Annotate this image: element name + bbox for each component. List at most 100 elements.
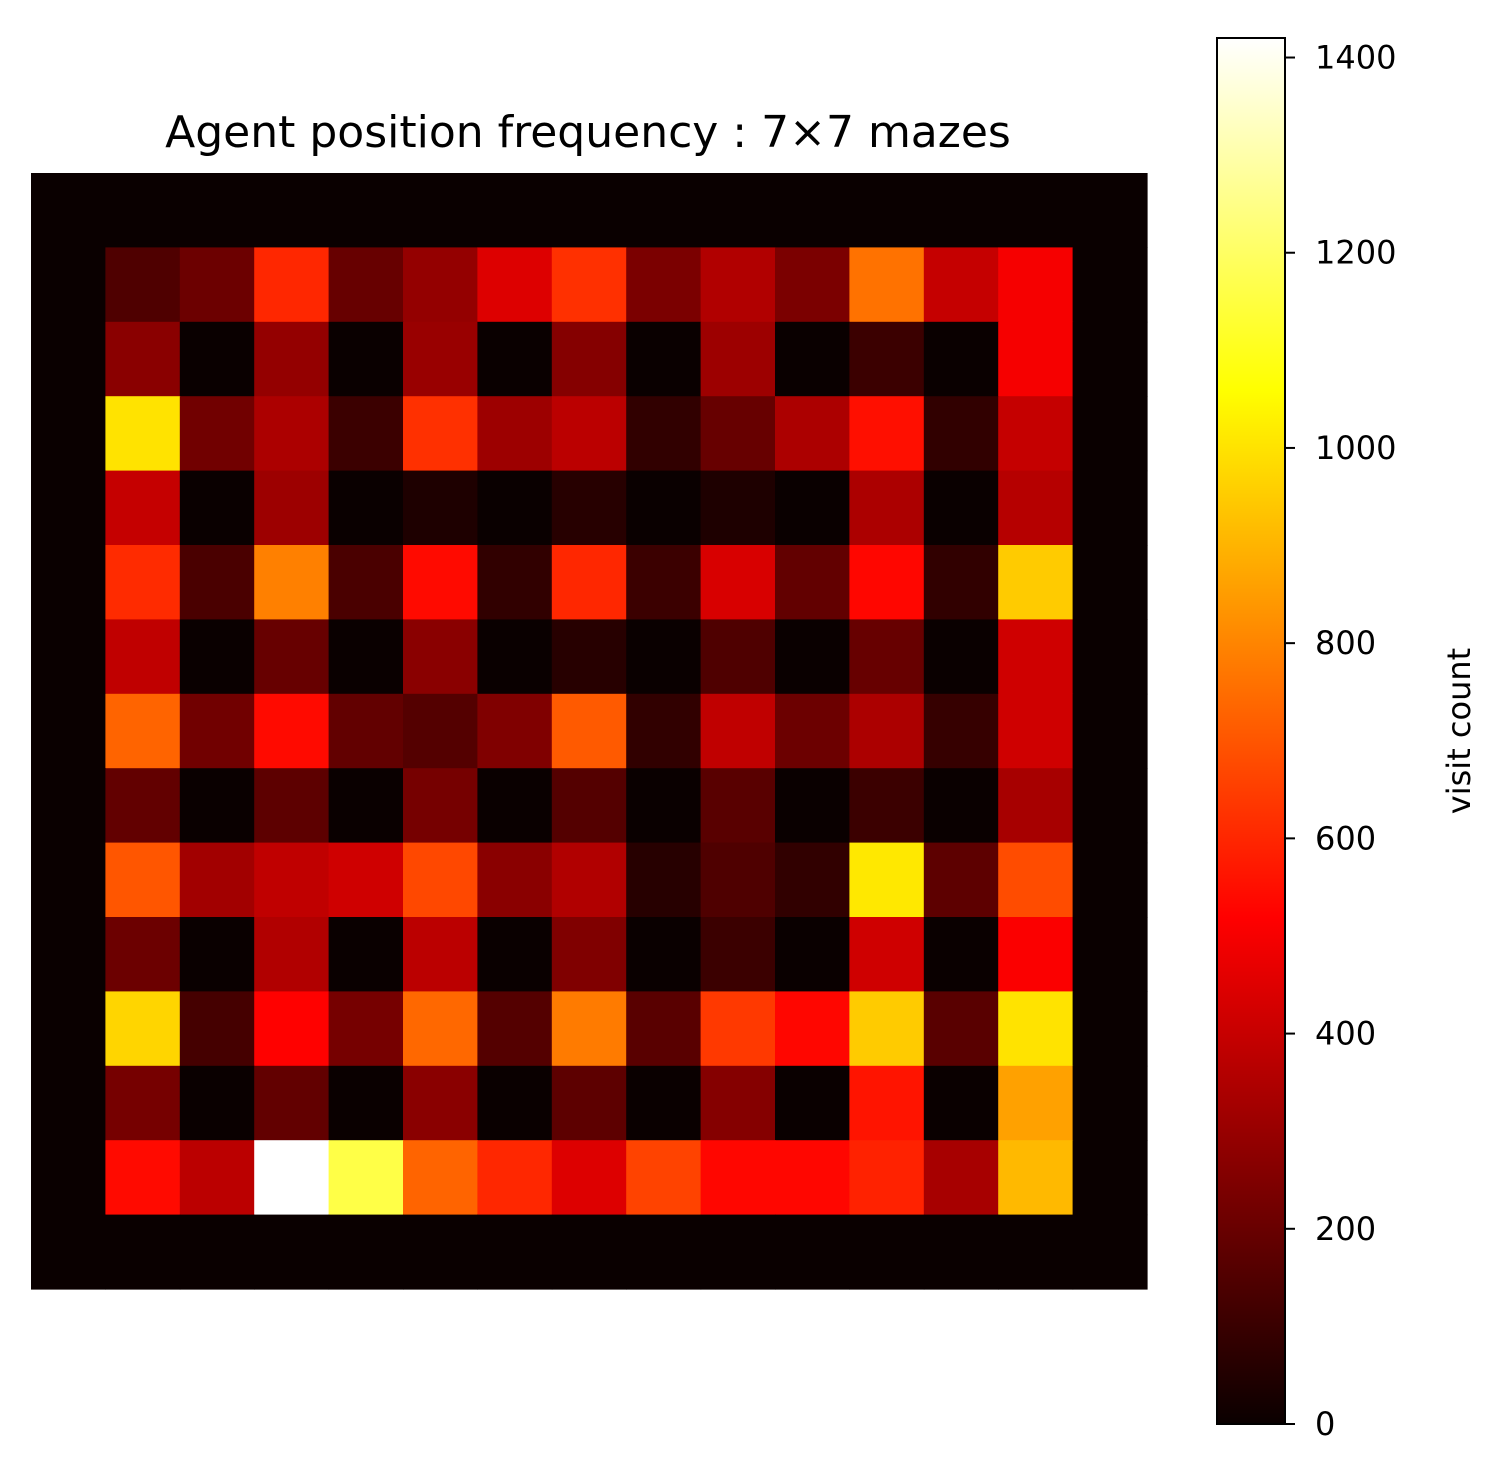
- heatmap-cell: [923, 842, 999, 918]
- heatmap-cell: [626, 842, 702, 918]
- heatmap-cell: [998, 173, 1074, 248]
- colorbar-gradient: [1216, 37, 1286, 1425]
- heatmap-cell: [328, 619, 404, 695]
- heatmap-cell: [179, 1214, 255, 1290]
- heatmap-cell: [477, 619, 553, 695]
- heatmap-cell: [1072, 619, 1148, 695]
- heatmap-cell: [31, 396, 106, 472]
- heatmap-cell: [849, 545, 925, 620]
- heatmap-cell: [254, 545, 330, 620]
- heatmap-cell: [849, 247, 925, 323]
- heatmap-cell: [923, 321, 999, 397]
- heatmap-cell: [403, 173, 478, 248]
- heatmap-cell: [998, 1140, 1074, 1216]
- heatmap-cell: [998, 470, 1074, 546]
- heatmap-cell: [105, 842, 181, 918]
- heatmap-cell: [626, 470, 702, 546]
- heatmap-cell: [775, 1140, 850, 1216]
- heatmap-cell: [328, 768, 404, 844]
- heatmap-cell: [328, 991, 404, 1067]
- heatmap-cell: [998, 619, 1074, 695]
- heatmap-cell: [626, 247, 702, 323]
- heatmap-cell: [775, 917, 850, 992]
- heatmap-cell: [700, 1140, 776, 1216]
- heatmap-cell: [403, 545, 478, 620]
- heatmap-cell: [477, 247, 553, 323]
- heatmap-cell: [551, 173, 627, 248]
- colorbar-tick-label: 1000: [1315, 429, 1396, 467]
- heatmap-cell: [105, 1140, 181, 1216]
- heatmap-cell: [403, 1065, 478, 1141]
- heatmap-cell: [998, 396, 1074, 472]
- heatmap-cell: [105, 321, 181, 397]
- colorbar-ticks: 0 200 400 600 800 1000 1200 1400: [1285, 39, 1396, 1443]
- heatmap-cell: [998, 991, 1074, 1067]
- heatmap-cell: [403, 321, 478, 397]
- heatmap-cell: [31, 545, 106, 620]
- heatmap-cell: [179, 470, 255, 546]
- heatmap-cell: [179, 321, 255, 397]
- heatmap-cell: [700, 842, 776, 918]
- heatmap-cell: [179, 693, 255, 769]
- heatmap-cell: [849, 396, 925, 472]
- heatmap-cell: [551, 768, 627, 844]
- heatmap-cell: [700, 396, 776, 472]
- heatmap-cell: [1072, 917, 1148, 992]
- heatmap-cell: [254, 842, 330, 918]
- colorbar-tick-label: 1400: [1315, 39, 1396, 77]
- heatmap-cell: [105, 768, 181, 844]
- heatmap-grid: [31, 173, 1148, 1290]
- heatmap-cell: [923, 991, 999, 1067]
- heatmap-cell: [551, 545, 627, 620]
- heatmap-cell: [477, 545, 553, 620]
- heatmap-cell: [31, 693, 106, 769]
- heatmap-cell: [923, 470, 999, 546]
- heatmap-cell: [403, 1140, 478, 1216]
- heatmap-cell: [179, 247, 255, 323]
- heatmap-cell: [626, 396, 702, 472]
- heatmap-cell: [105, 917, 181, 992]
- heatmap-cell: [477, 991, 553, 1067]
- heatmap-cell: [849, 1065, 925, 1141]
- heatmap-cell: [626, 173, 702, 248]
- heatmap-cell: [849, 1214, 925, 1290]
- heatmap-cell: [254, 1214, 330, 1290]
- heatmap-cell: [31, 321, 106, 397]
- heatmap-cell: [254, 693, 330, 769]
- heatmap-cell: [775, 693, 850, 769]
- heatmap-cell: [403, 247, 478, 323]
- heatmap-cell: [998, 842, 1074, 918]
- heatmap-cell: [998, 768, 1074, 844]
- heatmap-cell: [775, 396, 850, 472]
- heatmap-cell: [477, 1065, 553, 1141]
- heatmap-cell: [105, 991, 181, 1067]
- heatmap-cell: [1072, 545, 1148, 620]
- heatmap-cell: [700, 545, 776, 620]
- heatmap-cell: [551, 619, 627, 695]
- heatmap-cell: [626, 1140, 702, 1216]
- heatmap-cell: [31, 1140, 106, 1216]
- heatmap-cell: [998, 1214, 1074, 1290]
- heatmap-cell: [403, 1214, 478, 1290]
- heatmap-cell: [998, 545, 1074, 620]
- heatmap-cell: [477, 470, 553, 546]
- heatmap-cell: [775, 321, 850, 397]
- colorbar-label: visit count: [1440, 648, 1478, 814]
- heatmap-cell: [254, 917, 330, 992]
- heatmap-cell: [551, 1140, 627, 1216]
- colorbar-tick-label: 600: [1315, 819, 1376, 857]
- heatmap-cell: [328, 173, 404, 248]
- heatmap-cell: [477, 768, 553, 844]
- heatmap-cell: [923, 545, 999, 620]
- heatmap-cell: [626, 693, 702, 769]
- heatmap-cell: [775, 991, 850, 1067]
- heatmap-cell: [849, 693, 925, 769]
- heatmap-cell: [998, 1065, 1074, 1141]
- heatmap-cell: [700, 768, 776, 844]
- heatmap-cell: [923, 619, 999, 695]
- heatmap-cell: [626, 768, 702, 844]
- heatmap-cell: [105, 173, 181, 248]
- heatmap-cell: [477, 1214, 553, 1290]
- heatmap-cell: [31, 768, 106, 844]
- heatmap-cell: [403, 619, 478, 695]
